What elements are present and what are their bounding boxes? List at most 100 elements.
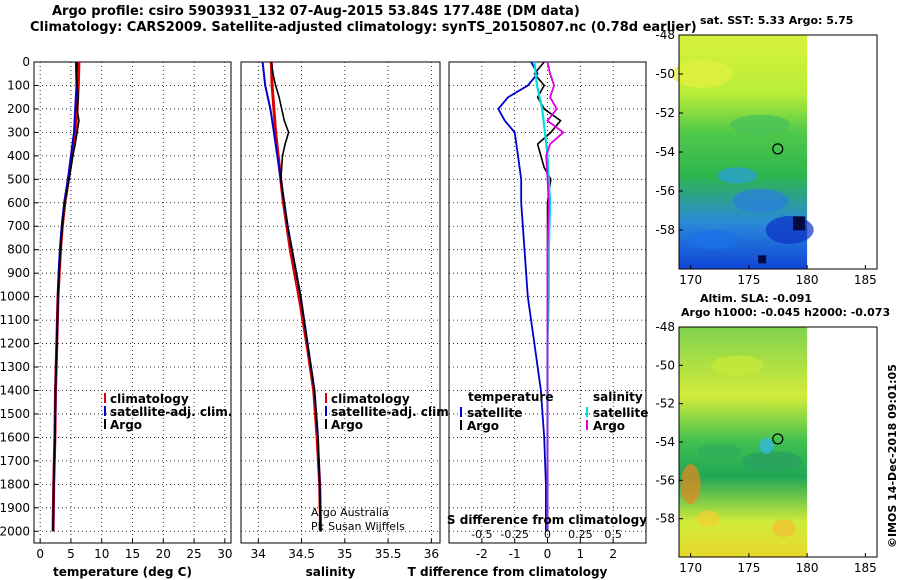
y-tick-label: 1800 bbox=[0, 477, 30, 491]
legend-label: Argo bbox=[331, 418, 363, 432]
y-tick-label: 500 bbox=[7, 172, 30, 186]
y-tick-label: 2000 bbox=[0, 524, 30, 538]
s-tick-label: -0.25 bbox=[500, 528, 528, 541]
x-tick-label: -2 bbox=[476, 547, 488, 561]
y-tick-label: 700 bbox=[7, 219, 30, 233]
map-texture bbox=[793, 216, 806, 231]
map-texture bbox=[758, 255, 767, 264]
s-tick-label: 0.5 bbox=[604, 528, 622, 541]
x-tick-label: 2 bbox=[609, 547, 617, 561]
x-tick-label: -1 bbox=[509, 547, 521, 561]
argo-line bbox=[270, 61, 322, 532]
x-tick-label: 35.5 bbox=[375, 547, 402, 561]
y-tick-label: -56 bbox=[655, 473, 675, 487]
x-tick-label: 15 bbox=[125, 547, 140, 561]
y-tick-label: 1000 bbox=[0, 290, 30, 304]
s-axis-label: S difference from climatology bbox=[447, 513, 647, 527]
legend-label: climatology bbox=[331, 392, 410, 406]
y-tick-label: -54 bbox=[655, 145, 675, 159]
legend-title-temperature: temperature bbox=[468, 390, 553, 404]
y-tick-label: 1400 bbox=[0, 383, 30, 397]
temp-diff-satellite-line bbox=[497, 61, 547, 532]
y-tick-label: 400 bbox=[7, 149, 30, 163]
sla-map-subtitle: Argo h1000: -0.045 h2000: -0.073 bbox=[681, 306, 891, 319]
x-tick-label: 0 bbox=[36, 547, 44, 561]
y-tick-label: -58 bbox=[655, 223, 675, 237]
y-tick-label: -54 bbox=[655, 435, 675, 449]
legend-label: satellite-adj. clim. bbox=[110, 405, 232, 419]
y-tick-label: 200 bbox=[7, 102, 30, 116]
x-tick-label: 180 bbox=[796, 273, 819, 287]
y-tick-label: 1100 bbox=[0, 313, 30, 327]
x-tick-label: 0 bbox=[544, 547, 552, 561]
s-tick-label: 0.25 bbox=[568, 528, 593, 541]
legend-label: climatology bbox=[110, 392, 189, 406]
y-tick-label: 0 bbox=[22, 55, 30, 69]
sst-map: 170 175 180 185 -48 -50 -52 -54 -56 -58 bbox=[655, 28, 878, 287]
x-tick-label: 20 bbox=[156, 547, 171, 561]
y-tick-label: -58 bbox=[655, 512, 675, 526]
s-tick-label: -0.5 bbox=[471, 528, 492, 541]
map-texture bbox=[730, 114, 791, 135]
y-tick-label: 1900 bbox=[0, 501, 30, 515]
argo-location-marker bbox=[772, 433, 784, 445]
x-tick-label: 170 bbox=[679, 273, 702, 287]
y-tick-label: 1700 bbox=[0, 454, 30, 468]
profile-panel-3: -2 -1 0 1 2T difference from climatology temp… bbox=[408, 61, 648, 579]
figure-title-line1: Argo profile: csiro 5903931_132 07-Aug-2… bbox=[52, 4, 580, 19]
map-texture bbox=[687, 229, 740, 250]
y-tick-label: -56 bbox=[655, 184, 675, 198]
x-axis-label: salinity bbox=[306, 565, 356, 579]
y-tick-label: -50 bbox=[655, 67, 675, 81]
argo-location-marker bbox=[772, 143, 784, 155]
x-tick-label: 1 bbox=[577, 547, 585, 561]
argo-line bbox=[52, 61, 80, 532]
legend-label: satellite-adj. clim. bbox=[331, 405, 453, 419]
profile-panel-1: 0 5 10 15 20 25 300100200300400500600700800900… bbox=[0, 55, 232, 579]
legend-title-salinity: salinity bbox=[593, 390, 643, 404]
x-tick-label: 185 bbox=[854, 561, 877, 575]
y-tick-label: -52 bbox=[655, 106, 675, 120]
x-tick-label: 180 bbox=[796, 561, 819, 575]
map-texture bbox=[696, 510, 721, 527]
y-tick-label: -48 bbox=[655, 320, 675, 334]
map-texture bbox=[711, 355, 764, 376]
x-tick-label: 10 bbox=[94, 547, 109, 561]
profile-panel-2: 34 34.5 35 35.5 36 salinity climatologysatelli… bbox=[240, 61, 453, 579]
map-texture bbox=[672, 60, 733, 88]
x-tick-label: 170 bbox=[679, 561, 702, 575]
y-tick-label: -52 bbox=[655, 397, 675, 411]
sla-map-title: Altim. SLA: -0.091 bbox=[700, 292, 813, 305]
map-texture bbox=[771, 519, 796, 538]
legend-label: Argo bbox=[593, 419, 625, 433]
y-tick-label: 1500 bbox=[0, 407, 30, 421]
s-tick-label: 0 bbox=[544, 528, 551, 541]
y-tick-label: -50 bbox=[655, 358, 675, 372]
figure-title-line2: Climatology: CARS2009. Satellite-adjuste… bbox=[30, 20, 697, 35]
x-tick-label: 175 bbox=[737, 561, 760, 575]
map-texture bbox=[680, 464, 701, 505]
x-tick-label: 34.5 bbox=[288, 547, 315, 561]
credit-line1: Argo Australia bbox=[311, 506, 389, 519]
credit-line2: PI: Susan Wijffels bbox=[311, 520, 405, 533]
sal-diff-argo-line bbox=[545, 61, 565, 532]
x-tick-label: 175 bbox=[737, 273, 760, 287]
x-tick-label: 185 bbox=[854, 273, 877, 287]
legend-label: Argo bbox=[110, 418, 142, 432]
map-texture bbox=[765, 216, 814, 244]
sla-map: 170 175 180 185 -48 -50 -52 -54 -56 -58 bbox=[655, 320, 878, 575]
x-tick-label: 30 bbox=[217, 547, 232, 561]
y-tick-label: 1300 bbox=[0, 360, 30, 374]
panel-frame bbox=[240, 61, 441, 544]
legend-label: satellite bbox=[593, 406, 648, 420]
legend-label: satellite bbox=[467, 406, 522, 420]
y-tick-label: 900 bbox=[7, 266, 30, 280]
map-texture bbox=[742, 451, 803, 472]
x-tick-label: 25 bbox=[186, 547, 201, 561]
y-tick-label: 100 bbox=[7, 78, 30, 92]
map-texture bbox=[759, 437, 774, 454]
x-axis-label: temperature (deg C) bbox=[53, 565, 192, 579]
y-tick-label: -48 bbox=[655, 28, 675, 42]
y-tick-label: 300 bbox=[7, 125, 30, 139]
